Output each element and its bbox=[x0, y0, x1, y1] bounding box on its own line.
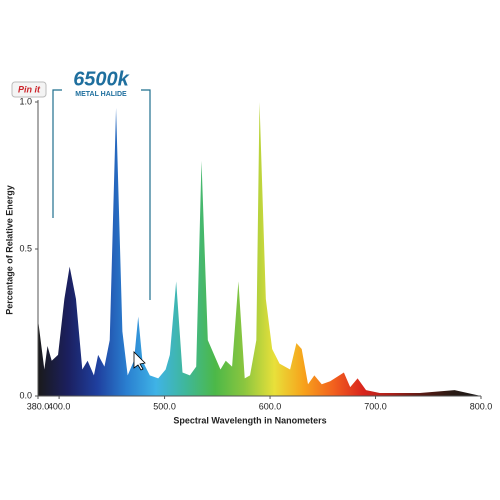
x-tick-label: 600.0 bbox=[259, 401, 282, 411]
spectrum-area bbox=[38, 102, 481, 396]
pin-button[interactable]: Pin it bbox=[11, 81, 47, 98]
pin-button-label[interactable]: Pin it bbox=[18, 84, 41, 94]
pin-button-box[interactable] bbox=[11, 81, 47, 98]
x-axis-title: Spectral Wavelength in Nanometers bbox=[173, 415, 326, 425]
x-tick-label: 500.0 bbox=[153, 401, 176, 411]
y-tick-label: 0.5 bbox=[19, 243, 32, 253]
y-axis-title: Percentage of Relative Energy bbox=[4, 185, 14, 315]
annotation-subtitle: METAL HALIDE bbox=[75, 91, 127, 98]
x-tick-label: 380.0 bbox=[27, 401, 50, 411]
y-tick-label: 1.0 bbox=[19, 96, 32, 106]
x-tick-label: 400.0 bbox=[48, 401, 71, 411]
x-tick-label: 800.0 bbox=[470, 401, 493, 411]
y-tick-label: 0.0 bbox=[19, 390, 32, 400]
cursor bbox=[133, 351, 146, 371]
annotation-title: 6500k bbox=[73, 68, 129, 90]
x-tick-label: 700.0 bbox=[364, 401, 387, 411]
annotation-bracket bbox=[52, 89, 151, 300]
